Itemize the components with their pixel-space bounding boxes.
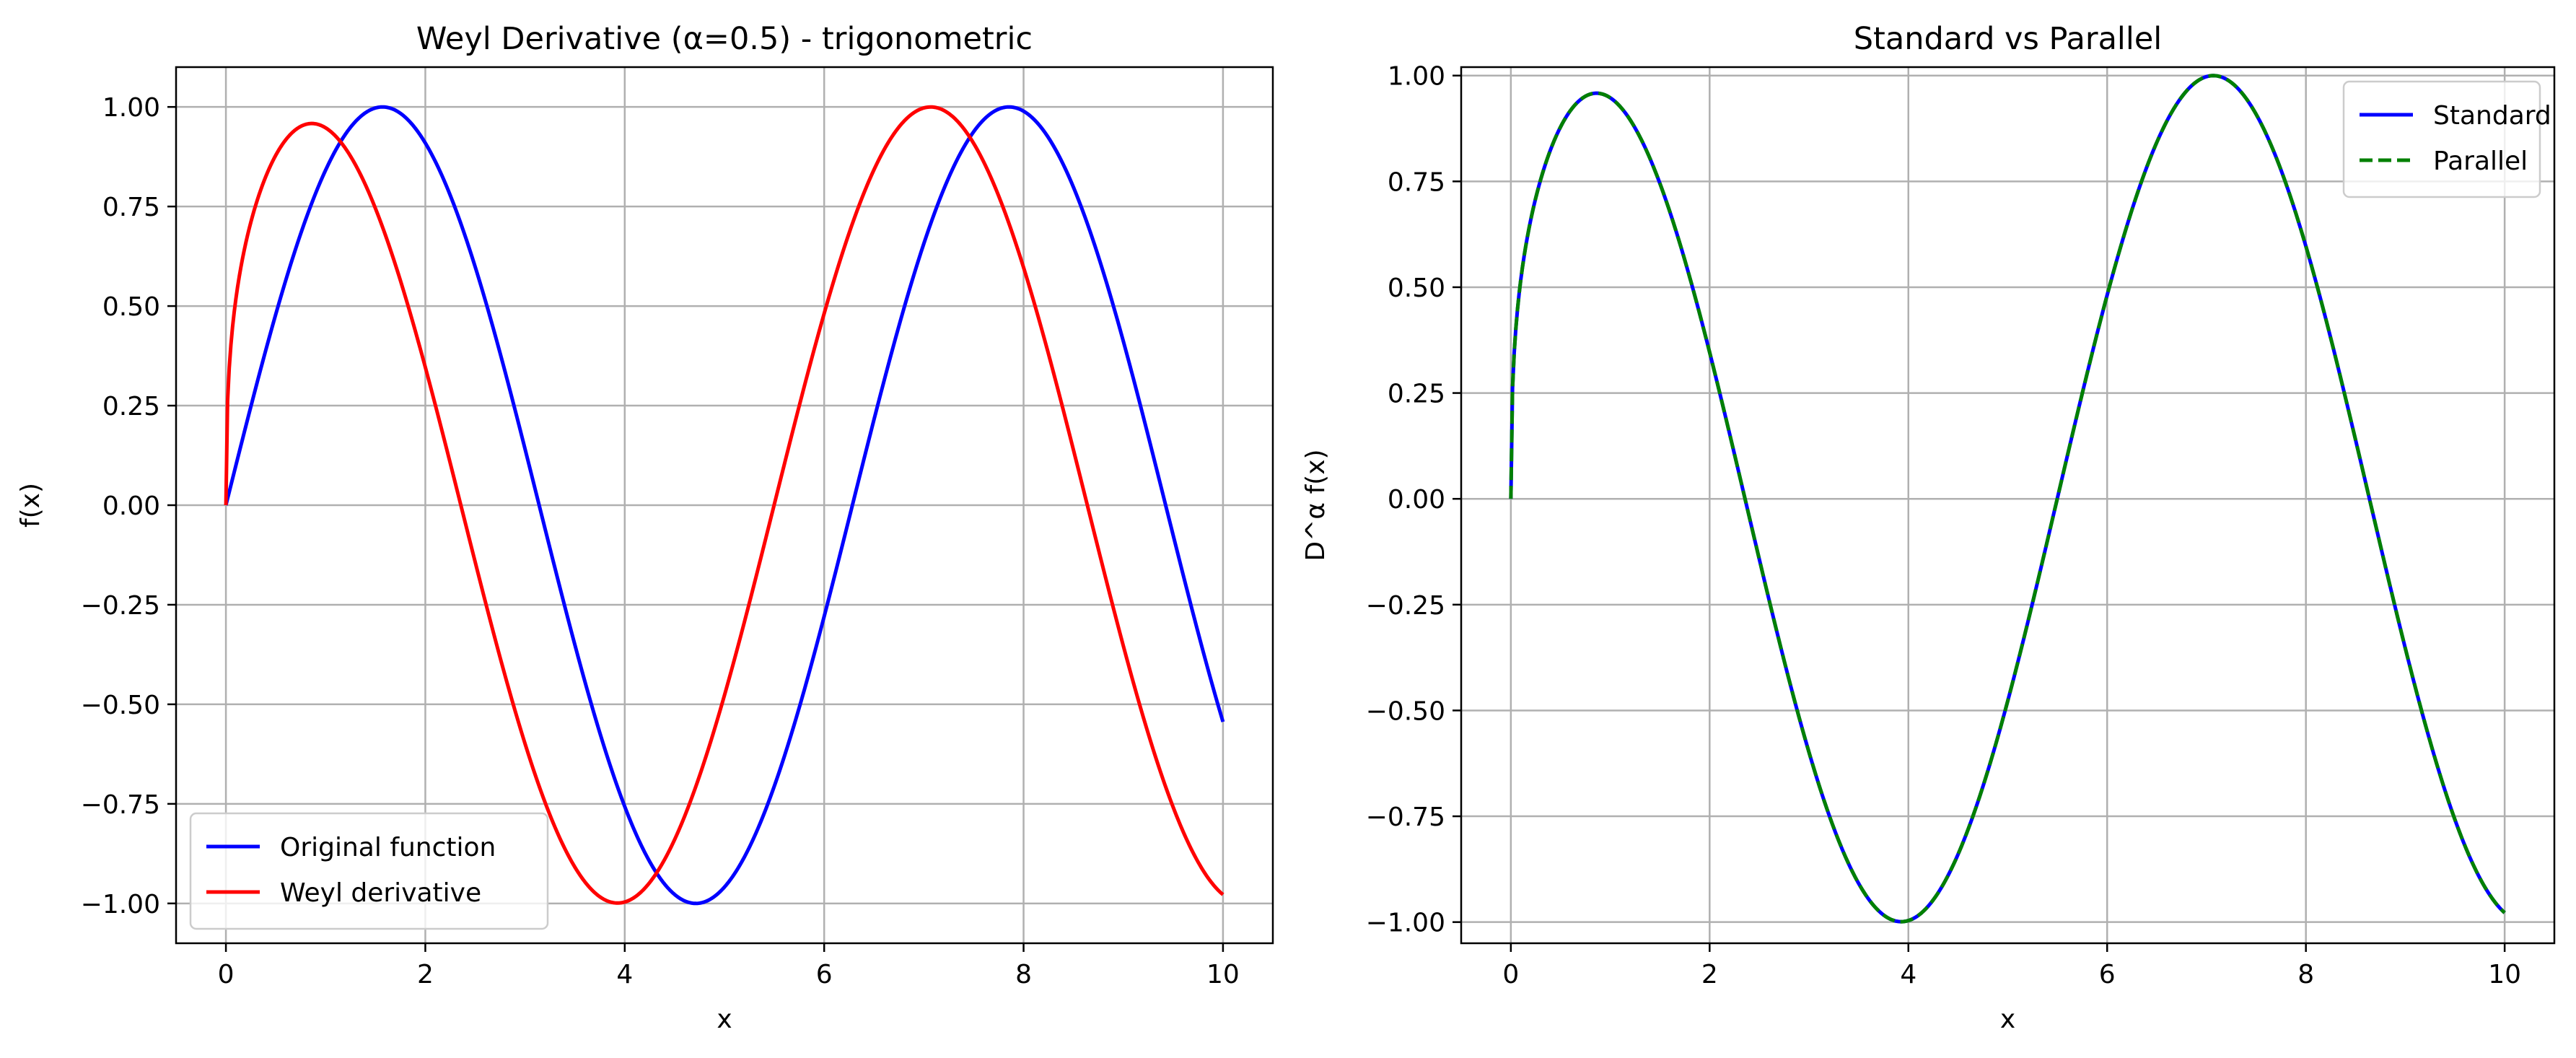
y-tick-label: −1.00 bbox=[1366, 909, 1445, 938]
legend-box bbox=[189, 812, 549, 930]
x-tick-label: 0 bbox=[218, 960, 235, 989]
y-tick-label: −1.00 bbox=[81, 890, 160, 919]
chart-title: Weyl Derivative (α=0.5) - trigonometric bbox=[416, 21, 1033, 57]
y-tick-label: −0.25 bbox=[81, 591, 160, 621]
legend-entry: Weyl derivative bbox=[280, 878, 481, 908]
y-axis-label: f(x) bbox=[16, 483, 45, 528]
y-tick-label: 0.75 bbox=[102, 193, 160, 222]
x-tick-label: 6 bbox=[816, 960, 833, 989]
y-tick-label: −0.50 bbox=[81, 691, 160, 720]
x-axis-label: x bbox=[2000, 1005, 2015, 1034]
legend-entry: Original function bbox=[280, 833, 496, 862]
y-tick-label: 0.00 bbox=[102, 491, 160, 521]
y-tick-label: −0.50 bbox=[1366, 696, 1445, 726]
series-line-parallel bbox=[1509, 74, 2506, 924]
x-tick-label: 8 bbox=[1015, 960, 1032, 989]
y-axis-label: D^α f(x) bbox=[1301, 449, 1331, 561]
x-tick-label: 4 bbox=[1900, 960, 1916, 989]
axes-frame bbox=[1460, 66, 2556, 945]
y-tick-label: 0.50 bbox=[1388, 274, 1445, 303]
y-tick-label: 0.75 bbox=[1388, 167, 1445, 197]
x-tick-label: 6 bbox=[2099, 960, 2116, 989]
x-tick-label: 0 bbox=[1502, 960, 1519, 989]
series-line-original-function bbox=[224, 105, 1225, 906]
y-tick-label: 1.00 bbox=[102, 93, 160, 123]
chart-weyl-derivative: 0 2 4 6 8 10 1.00 0.75 0.50 0.25 0.00 −0.25 −0.50 −0.… bbox=[16, 21, 1274, 1034]
y-tick-label: 0.50 bbox=[102, 292, 160, 322]
legend: Standard Parallel bbox=[2342, 80, 2551, 198]
y-tick-label: 1.00 bbox=[1388, 62, 1445, 92]
chart-standard-vs-parallel: 0 2 4 6 8 10 1.00 0.75 0.50 0.25 0.00 −0.25 −0.50 −0.… bbox=[1301, 21, 2556, 1034]
y-tick-label: −0.75 bbox=[81, 790, 160, 820]
legend-entry: Parallel bbox=[2433, 147, 2528, 176]
x-axis-label: x bbox=[717, 1005, 732, 1034]
x-tick-label: 8 bbox=[2297, 960, 2314, 989]
x-tick-label: 10 bbox=[1206, 960, 1240, 989]
y-tick-label: 0.25 bbox=[1388, 380, 1445, 409]
x-tick-label: 4 bbox=[616, 960, 633, 989]
series-line-weyl-derivative bbox=[224, 105, 1225, 905]
y-tick-label: 0.25 bbox=[102, 392, 160, 421]
legend-box bbox=[2342, 80, 2541, 198]
legend-entry: Standard bbox=[2433, 101, 2551, 131]
y-tick-label: −0.25 bbox=[1366, 591, 1445, 621]
x-tick-label: 2 bbox=[1701, 960, 1718, 989]
x-tick-label: 2 bbox=[417, 960, 434, 989]
y-tick-label: 0.00 bbox=[1388, 485, 1445, 515]
x-tick-label: 10 bbox=[2488, 960, 2521, 989]
legend: Original function Weyl derivative bbox=[189, 812, 549, 930]
chart-title: Standard vs Parallel bbox=[1854, 21, 2162, 57]
y-tick-label: −0.75 bbox=[1366, 803, 1445, 832]
